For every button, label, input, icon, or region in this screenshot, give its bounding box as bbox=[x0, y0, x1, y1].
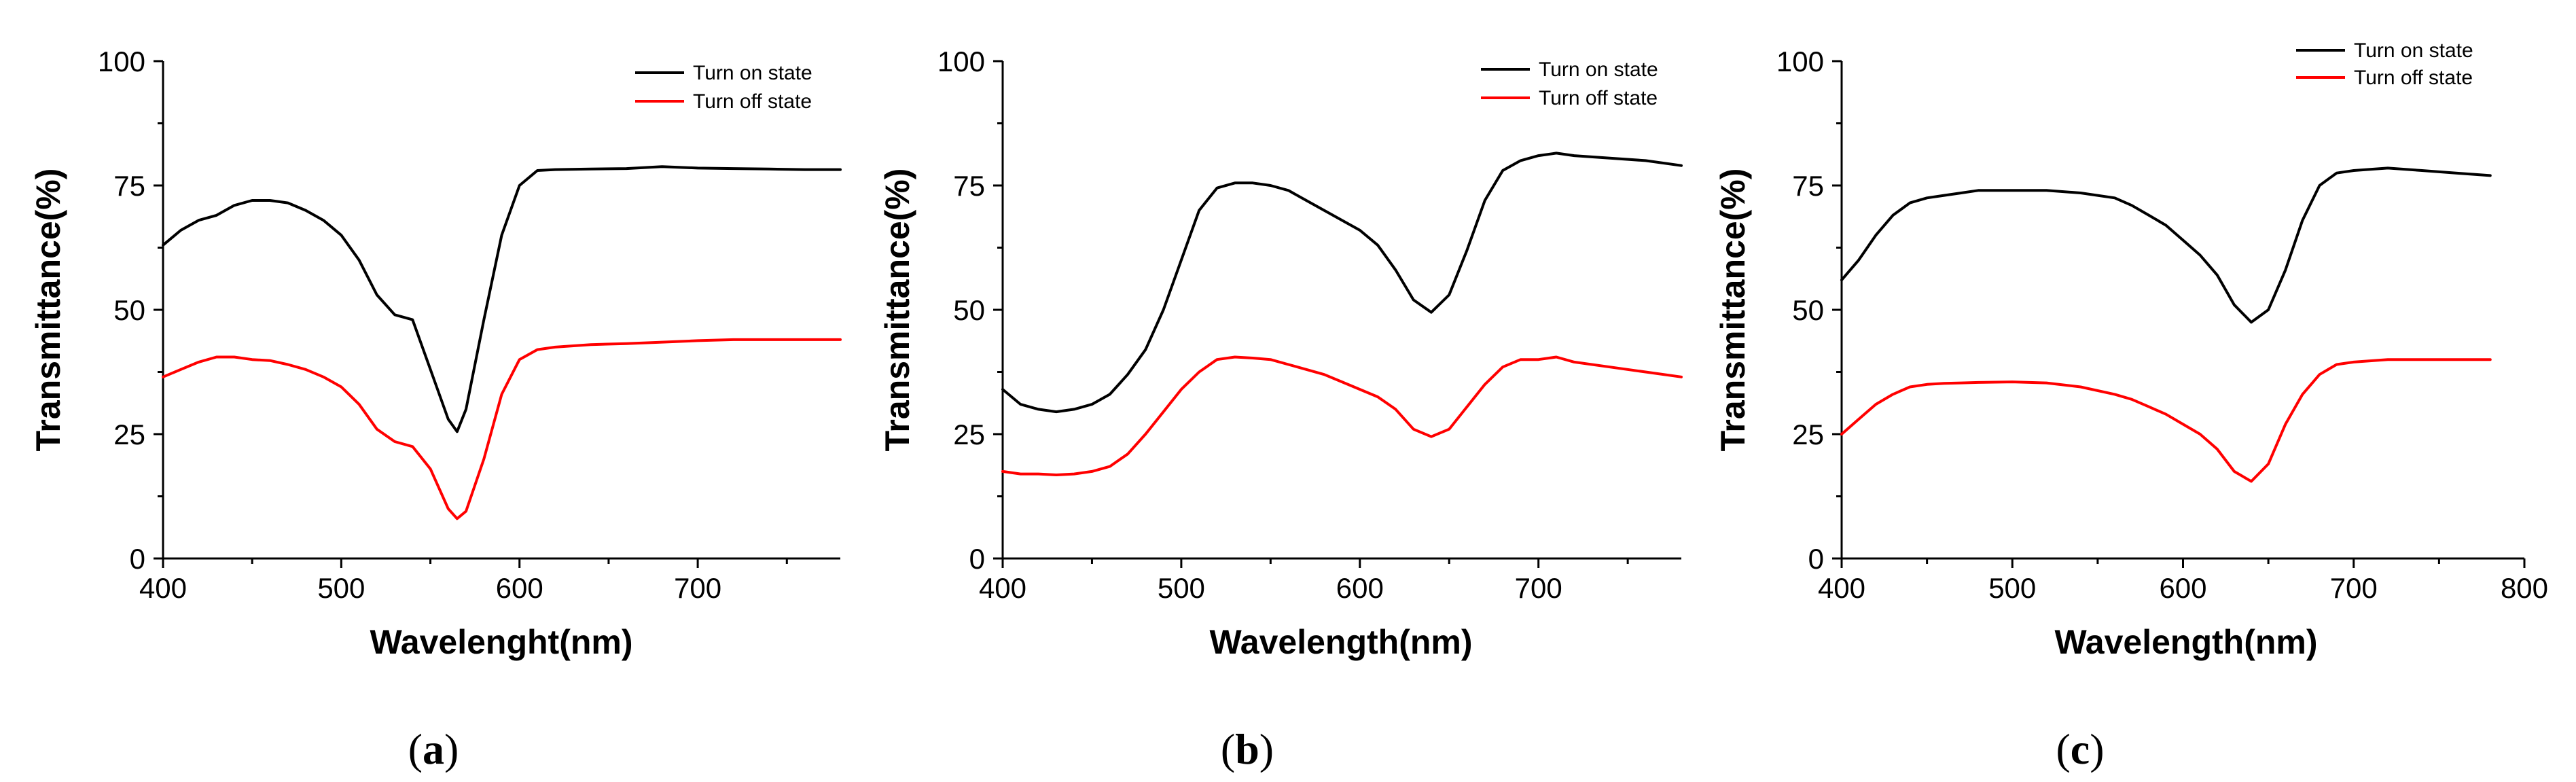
x-axis-title: Wavelength(nm) bbox=[2054, 623, 2317, 661]
y-ticks: 0 25 50 75 100 bbox=[1776, 46, 1842, 575]
y-tick-label: 100 bbox=[1776, 46, 1824, 77]
x-ticks: 400 500 600 700 800 bbox=[1818, 558, 2548, 604]
y-tick-label: 75 bbox=[1792, 170, 1824, 202]
x-tick-label: 700 bbox=[1515, 572, 1562, 604]
y-tick-label: 100 bbox=[937, 46, 985, 77]
legend: Turn on state Turn off state bbox=[635, 62, 812, 113]
x-tick-label: 600 bbox=[2159, 572, 2206, 604]
x-tick-label: 700 bbox=[2330, 572, 2378, 604]
x-axis-title: Wavelength(nm) bbox=[1209, 623, 1472, 661]
legend-label-turn-off: Turn off state bbox=[1539, 87, 1658, 109]
y-tick-label: 100 bbox=[98, 46, 145, 77]
y-ticks: 0 25 50 75 100 bbox=[937, 46, 1003, 575]
series-line-turn-off-state bbox=[1001, 355, 1683, 476]
x-ticks: 400 500 600 700 bbox=[139, 558, 788, 604]
y-axis-title: Transmittance(%) bbox=[29, 168, 67, 452]
x-tick-label: 600 bbox=[496, 572, 543, 604]
legend-label-turn-off: Turn off state bbox=[2354, 67, 2473, 89]
y-tick-label: 50 bbox=[953, 294, 985, 326]
y-tick-label: 25 bbox=[953, 419, 985, 450]
legend: Turn on state Turn off state bbox=[1481, 58, 1658, 109]
series-line-turn-on-state bbox=[162, 165, 842, 433]
x-tick-label: 500 bbox=[1988, 572, 2036, 604]
y-tick-label: 50 bbox=[113, 294, 145, 326]
y-tick-label: 0 bbox=[130, 543, 145, 575]
x-tick-label: 400 bbox=[1818, 572, 1865, 604]
legend-label-turn-on: Turn on state bbox=[693, 62, 812, 84]
series-line-turn-off-state bbox=[162, 338, 842, 520]
panel-c: 400 500 600 700 800 0 25 50 75 100 Wavelength(nm… bbox=[1714, 39, 2548, 773]
panel-b: 400 500 600 700 0 25 50 75 100 Wavelength(nm) T… bbox=[878, 46, 1683, 773]
series-line-turn-off-state bbox=[1840, 358, 2492, 483]
panel-label-a: (a) bbox=[408, 725, 459, 773]
y-tick-label: 25 bbox=[113, 419, 145, 450]
series-line-turn-on-state bbox=[1840, 166, 2492, 324]
legend-label-turn-off: Turn off state bbox=[693, 90, 812, 113]
series-line-turn-on-state bbox=[1001, 152, 1683, 414]
y-tick-label: 25 bbox=[1792, 419, 1824, 450]
series-layer bbox=[1840, 166, 2492, 483]
y-tick-label: 75 bbox=[113, 170, 145, 202]
x-tick-label: 700 bbox=[674, 572, 721, 604]
panel-label-b: (b) bbox=[1221, 725, 1274, 773]
x-ticks: 400 500 600 700 bbox=[979, 558, 1629, 604]
y-axis-title: Transmittance(%) bbox=[878, 168, 916, 452]
x-tick-label: 400 bbox=[139, 572, 187, 604]
y-ticks: 0 25 50 75 100 bbox=[98, 46, 163, 575]
y-tick-label: 50 bbox=[1792, 294, 1824, 326]
x-tick-label: 500 bbox=[1158, 572, 1205, 604]
legend: Turn on state Turn off state bbox=[2296, 39, 2473, 89]
y-tick-label: 0 bbox=[1808, 543, 1824, 575]
x-axis-title: Wavelenght(nm) bbox=[370, 623, 632, 661]
series-layer bbox=[162, 165, 842, 520]
x-tick-label: 800 bbox=[2501, 572, 2548, 604]
panel-a: 400 500 600 700 0 25 50 75 100 Wavelenght(nm) T… bbox=[29, 46, 842, 773]
x-tick-label: 400 bbox=[979, 572, 1026, 604]
y-axis-title: Transmittance(%) bbox=[1714, 168, 1752, 452]
x-tick-label: 600 bbox=[1336, 572, 1384, 604]
y-tick-label: 0 bbox=[969, 543, 985, 575]
panel-label-c: (c) bbox=[2056, 725, 2104, 773]
legend-label-turn-on: Turn on state bbox=[1539, 58, 1658, 81]
y-tick-label: 75 bbox=[953, 170, 985, 202]
legend-label-turn-on: Turn on state bbox=[2354, 39, 2473, 62]
series-layer bbox=[1001, 152, 1683, 476]
x-tick-label: 500 bbox=[317, 572, 365, 604]
